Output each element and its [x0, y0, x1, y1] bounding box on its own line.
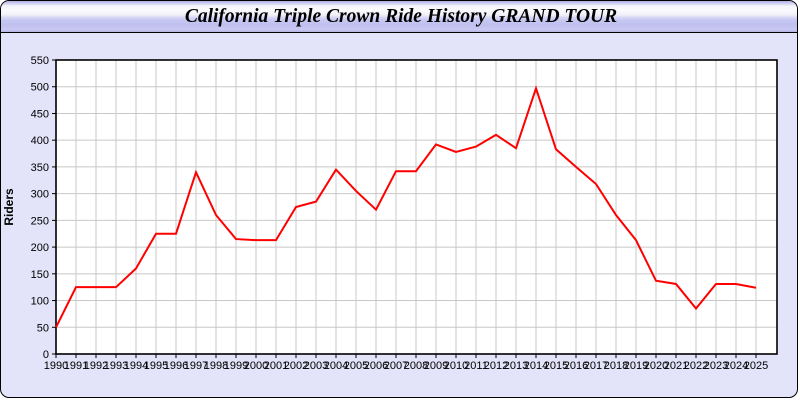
svg-text:300: 300 — [31, 189, 49, 201]
svg-text:Riders: Riders — [2, 188, 16, 226]
svg-text:250: 250 — [31, 215, 49, 227]
svg-text:2025: 2025 — [744, 360, 768, 372]
svg-text:350: 350 — [31, 162, 49, 174]
svg-text:200: 200 — [31, 242, 49, 254]
svg-text:450: 450 — [31, 108, 49, 120]
svg-text:500: 500 — [31, 82, 49, 94]
svg-text:100: 100 — [31, 296, 49, 308]
svg-text:550: 550 — [31, 55, 49, 67]
svg-text:150: 150 — [31, 269, 49, 281]
svg-text:400: 400 — [31, 135, 49, 147]
svg-text:50: 50 — [37, 322, 49, 334]
